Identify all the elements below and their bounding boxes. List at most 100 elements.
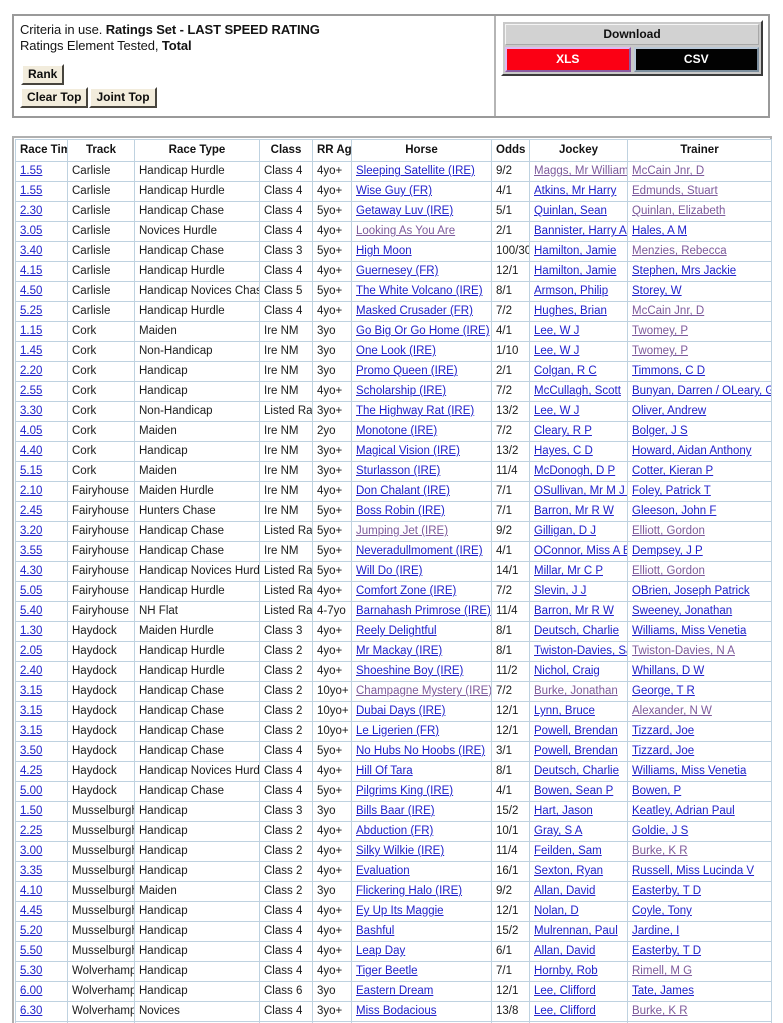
- cell-trainer[interactable]: Williams, Miss Venetia: [627, 761, 772, 782]
- cell-jockey[interactable]: Gilligan, D J: [529, 521, 628, 542]
- cell-jockey-link[interactable]: Powell, Brendan: [534, 725, 618, 737]
- cell-trainer-link[interactable]: Tate, James: [632, 985, 694, 997]
- cell-horse-link[interactable]: Bashful: [356, 925, 395, 937]
- cell-horse-link[interactable]: Wise Guy (FR): [356, 185, 433, 197]
- cell-jockey-link[interactable]: Hornby, Rob: [534, 965, 598, 977]
- cell-trainer-link[interactable]: Foley, Patrick T: [632, 485, 711, 497]
- cell-jockey[interactable]: Lee, Clifford: [529, 1001, 628, 1022]
- cell-race-time[interactable]: 4.05: [15, 421, 68, 442]
- cell-horse-link[interactable]: Monotone (IRE): [356, 425, 438, 437]
- cell-trainer[interactable]: Keatley, Adrian Paul: [627, 801, 772, 822]
- cell-jockey-link[interactable]: OConnor, Miss A B: [534, 545, 628, 557]
- cell-horse-link[interactable]: Masked Crusader (FR): [356, 305, 473, 317]
- cell-jockey-link[interactable]: Hughes, Brian: [534, 305, 607, 317]
- column-header-odds[interactable]: Odds: [491, 139, 530, 162]
- cell-jockey-link[interactable]: Atkins, Mr Harry: [534, 185, 617, 197]
- joint-top-button[interactable]: Joint Top: [89, 87, 157, 108]
- cell-horse[interactable]: Guernesey (FR): [351, 261, 492, 282]
- cell-horse[interactable]: High Moon: [351, 241, 492, 262]
- cell-race-time-link[interactable]: 3.55: [20, 545, 43, 557]
- download-csv-button[interactable]: CSV: [633, 47, 759, 72]
- cell-horse-link[interactable]: The Highway Rat (IRE): [356, 405, 475, 417]
- cell-horse[interactable]: Promo Queen (IRE): [351, 361, 492, 382]
- cell-race-time-link[interactable]: 4.45: [20, 905, 43, 917]
- cell-jockey-link[interactable]: Lee, W J: [534, 345, 580, 357]
- cell-jockey-link[interactable]: Hayes, C D: [534, 445, 593, 457]
- download-xls-button[interactable]: XLS: [505, 47, 631, 72]
- cell-horse-link[interactable]: Silky Wilkie (IRE): [356, 845, 445, 857]
- cell-race-time[interactable]: 3.05: [15, 221, 68, 242]
- cell-jockey[interactable]: Lee, W J: [529, 401, 628, 422]
- cell-horse-link[interactable]: Miss Bodacious: [356, 1005, 437, 1017]
- cell-race-time[interactable]: 5.15: [15, 461, 68, 482]
- cell-trainer-link[interactable]: Williams, Miss Venetia: [632, 625, 747, 637]
- cell-horse-link[interactable]: Getaway Luv (IRE): [356, 205, 454, 217]
- cell-race-time[interactable]: 2.45: [15, 501, 68, 522]
- cell-jockey-link[interactable]: McCullagh, Scott: [534, 385, 621, 397]
- cell-trainer[interactable]: Hales, A M: [627, 221, 772, 242]
- cell-trainer-link[interactable]: Timmons, C D: [632, 365, 706, 377]
- cell-race-time[interactable]: 4.10: [15, 881, 68, 902]
- cell-race-time-link[interactable]: 5.20: [20, 925, 43, 937]
- column-header-horse[interactable]: Horse: [351, 139, 492, 162]
- cell-horse-link[interactable]: Guernesey (FR): [356, 265, 439, 277]
- cell-trainer-link[interactable]: Easterby, T D: [632, 885, 702, 897]
- cell-trainer[interactable]: George, T R: [627, 681, 772, 702]
- cell-trainer[interactable]: Foley, Patrick T: [627, 481, 772, 502]
- cell-race-time-link[interactable]: 1.55: [20, 165, 43, 177]
- cell-race-time[interactable]: 3.15: [15, 701, 68, 722]
- cell-race-time[interactable]: 4.15: [15, 261, 68, 282]
- cell-horse[interactable]: Looking As You Are: [351, 221, 492, 242]
- cell-horse-link[interactable]: Jumping Jet (IRE): [356, 525, 449, 537]
- cell-jockey-link[interactable]: Colgan, R C: [534, 365, 597, 377]
- cell-race-time[interactable]: 5.40: [15, 601, 68, 622]
- cell-trainer[interactable]: Howard, Aidan Anthony: [627, 441, 772, 462]
- cell-jockey[interactable]: Cleary, R P: [529, 421, 628, 442]
- cell-jockey[interactable]: Deutsch, Charlie: [529, 761, 628, 782]
- cell-horse[interactable]: Abduction (FR): [351, 821, 492, 842]
- cell-horse-link[interactable]: Evaluation: [356, 865, 410, 877]
- cell-horse[interactable]: Tiger Beetle: [351, 961, 492, 982]
- cell-race-time-link[interactable]: 6.00: [20, 985, 43, 997]
- cell-race-time[interactable]: 3.20: [15, 521, 68, 542]
- cell-horse[interactable]: Monotone (IRE): [351, 421, 492, 442]
- cell-trainer-link[interactable]: Edmunds, Stuart: [632, 185, 718, 197]
- cell-race-time-link[interactable]: 2.55: [20, 385, 43, 397]
- cell-horse[interactable]: Shoeshine Boy (IRE): [351, 661, 492, 682]
- cell-horse-link[interactable]: Tiger Beetle: [356, 965, 418, 977]
- cell-horse-link[interactable]: Will Do (IRE): [356, 565, 423, 577]
- cell-jockey-link[interactable]: Barron, Mr R W: [534, 605, 614, 617]
- cell-horse-link[interactable]: The White Volcano (IRE): [356, 285, 483, 297]
- cell-jockey[interactable]: Quinlan, Sean: [529, 201, 628, 222]
- cell-race-time[interactable]: 1.30: [15, 621, 68, 642]
- cell-jockey-link[interactable]: Lee, W J: [534, 325, 580, 337]
- cell-horse-link[interactable]: Reely Delightful: [356, 625, 437, 637]
- cell-jockey[interactable]: Twiston-Davies, Sam: [529, 641, 628, 662]
- column-header-trainer[interactable]: Trainer: [627, 139, 772, 162]
- cell-horse[interactable]: The White Volcano (IRE): [351, 281, 492, 302]
- cell-jockey[interactable]: Sexton, Ryan: [529, 861, 628, 882]
- cell-jockey[interactable]: Nolan, D: [529, 901, 628, 922]
- cell-race-time[interactable]: 1.15: [15, 321, 68, 342]
- cell-race-time[interactable]: 3.40: [15, 241, 68, 262]
- cell-horse[interactable]: Neveradullmoment (IRE): [351, 541, 492, 562]
- cell-trainer[interactable]: Burke, K R: [627, 841, 772, 862]
- cell-trainer-link[interactable]: Burke, K R: [632, 845, 688, 857]
- cell-trainer-link[interactable]: Bunyan, Darren / OLeary, G: [632, 385, 772, 397]
- cell-race-time-link[interactable]: 5.25: [20, 305, 43, 317]
- cell-horse-link[interactable]: Hill Of Tara: [356, 765, 413, 777]
- cell-horse-link[interactable]: Neveradullmoment (IRE): [356, 545, 483, 557]
- cell-trainer[interactable]: Sweeney, Jonathan: [627, 601, 772, 622]
- cell-race-time[interactable]: 1.55: [15, 181, 68, 202]
- cell-jockey[interactable]: Lee, Clifford: [529, 981, 628, 1002]
- cell-horse[interactable]: Scholarship (IRE): [351, 381, 492, 402]
- cell-race-time[interactable]: 3.35: [15, 861, 68, 882]
- cell-trainer[interactable]: Dempsey, J P: [627, 541, 772, 562]
- cell-horse[interactable]: Sleeping Satellite (IRE): [351, 161, 492, 182]
- cell-race-time-link[interactable]: 3.35: [20, 865, 43, 877]
- clear-top-button[interactable]: Clear Top: [20, 87, 89, 108]
- cell-jockey-link[interactable]: Millar, Mr C P: [534, 565, 603, 577]
- cell-race-time-link[interactable]: 3.30: [20, 405, 43, 417]
- cell-trainer[interactable]: Williams, Miss Venetia: [627, 621, 772, 642]
- cell-horse-link[interactable]: Champagne Mystery (IRE): [356, 685, 492, 697]
